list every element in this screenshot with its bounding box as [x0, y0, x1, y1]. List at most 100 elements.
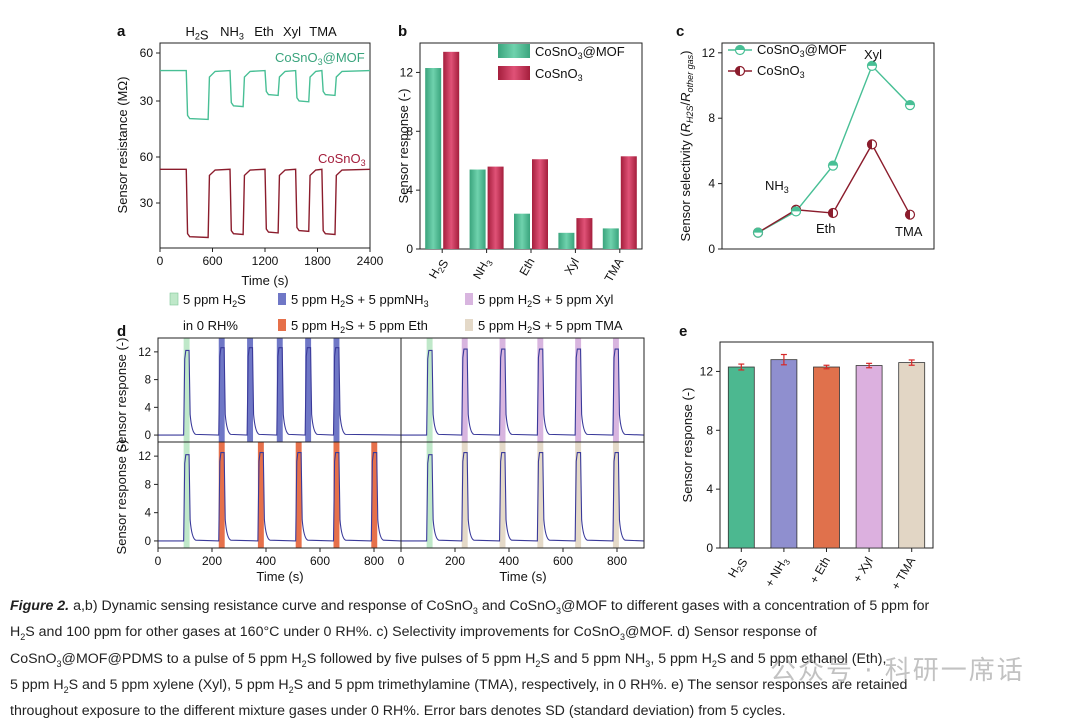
panel-a-xtick-label-0: 0: [157, 254, 164, 268]
panel-a-gas-3: Xyl: [283, 24, 301, 39]
panel-c-ylabel: Sensor selectivity (RH2S/Rother gas): [678, 51, 695, 242]
caption-line-5: throughout exposure to the different mix…: [10, 703, 786, 720]
panel-d-ytick-label-2-0: 0: [145, 536, 151, 548]
panel-a-ytick-label-bottom-0: 60: [140, 150, 154, 164]
legend-d-rh-note: in 0 RH%: [183, 318, 238, 333]
caption-line-1: Figure 2. a,b) Dynamic sensing resistanc…: [10, 596, 1070, 622]
panel-d-subplot-0: 0 4 8 12: [138, 337, 402, 443]
panel-d-band-3-3: [537, 442, 544, 548]
panel-a-xlabel: Time (s): [241, 273, 288, 288]
panel-c-point-sno-fill-Xyl: [867, 139, 872, 149]
panel-a-gas-header: H2S NH3 Eth Xyl TMA: [185, 24, 337, 42]
panel-c-point-sno-fill-Eth: [828, 208, 833, 218]
panel-e-bar-3: [855, 365, 883, 549]
panel-d-band-2-1: [218, 442, 225, 548]
panel-d-band-0-0: [183, 338, 190, 442]
panel-b-legend-swatch-mof: [498, 44, 530, 58]
caption-line-2: H2S and 100 ppm for other gases at 160°C…: [10, 624, 817, 643]
panel-b-legend-swatch-sno: [498, 66, 530, 80]
panel-a-yticks: 60 30 60 30: [140, 46, 160, 210]
legend-d-item-nh3: 5 ppm H2S + 5 ppmNH3: [291, 292, 429, 309]
panel-d: d 0 4 8 12 0 4 8 12 0 200 400 600 800 0 200 400 600 800 S…: [114, 323, 645, 584]
panel-c-legend-marker-mof-fill: [735, 45, 745, 50]
panel-e-bar-1: [770, 359, 798, 549]
panel-d-band-1-5: [612, 338, 619, 442]
panel-a-xtick-label-3: 1800: [304, 254, 331, 268]
panel-d-xlabel-right: Time (s): [499, 569, 546, 584]
panel-a-series-sno: [160, 168, 371, 239]
panel-d-band-1-3: [537, 338, 544, 442]
panel-b-xlabel-H2S: H2S: [426, 256, 451, 283]
panel-c-point-label-xyl: Xyl: [864, 47, 882, 62]
panel-b-xlabel-Eth: Eth: [516, 256, 537, 279]
caption-line-3: CoSnO3@MOF@PDMS to a pulse of 5 ppm H2S …: [10, 650, 887, 669]
legend-d-item-tma: 5 ppm H2S + 5 ppm TMA: [478, 318, 623, 335]
panel-e-ytick-label-3: 12: [700, 364, 714, 378]
panel-d-xtick-label-3-0: 0: [398, 554, 405, 568]
panel-b-bar-sno-NH3: [487, 166, 504, 249]
panel-d-ytick-label-0-0: 0: [145, 430, 151, 442]
panel-e-xlabel-0: H2S: [725, 555, 750, 582]
panel-d-letter: d: [117, 323, 126, 340]
panel-d-xtick-label-2-2: 400: [256, 554, 276, 568]
panel-a: a H2S NH3 Eth Xyl TMA 60 30 60 30 0 600 1200 1800 2…: [115, 23, 384, 288]
panel-c-point-label-tma: TMA: [895, 224, 923, 239]
panel-c: c 0 4 8 12 Sensor selectivity (RH2S/Rother …: [676, 23, 935, 256]
panel-e-ytick-label-2: 8: [706, 423, 713, 437]
panel-d-ytick-label-0-2: 8: [145, 375, 151, 387]
panel-d-ytick-label-0-3: 12: [138, 347, 151, 359]
caption-line-4: 5 ppm H2S and 5 ppm xylene (Xyl), 5 ppm …: [10, 676, 908, 695]
panel-c-ytick-label-3: 12: [702, 46, 716, 60]
panel-e-bar-4: [898, 362, 926, 549]
panel-a-gas-1: NH3: [220, 24, 244, 41]
panel-e-yticks: 0 4 8 12: [700, 364, 720, 555]
panel-b-bar-sno-Xyl: [576, 218, 593, 249]
panel-e-ytick-label-0: 0: [706, 541, 713, 555]
panel-d-subplot-3: 0 200 400 600 800: [398, 441, 645, 568]
panel-d-band-0-1: [218, 338, 225, 442]
panel-d-band-1-1: [461, 338, 468, 442]
panel-d-band-3-0: [426, 442, 433, 548]
watermark: 公众号 · 科研一席话: [770, 656, 1025, 686]
panel-e-ytick-label-1: 4: [706, 482, 713, 496]
panel-e-xlabel-1: + NH3: [762, 554, 792, 590]
panel-a-ytick-label-top-0: 60: [140, 46, 154, 60]
panel-d-legend: 5 ppm H2S 5 ppm H2S + 5 ppmNH3 5 ppm H2S…: [169, 292, 623, 335]
legend-d-swatch-nh3: [278, 293, 286, 305]
panel-d-band-1-4: [575, 338, 582, 442]
panel-e-bar-2: [813, 366, 840, 549]
panel-d-band-3-1: [461, 442, 468, 548]
panel-a-label-sno: CoSnO3: [318, 151, 366, 168]
panel-a-letter: a: [117, 23, 126, 40]
panel-d-xtick-label-2-0: 0: [155, 554, 162, 568]
panel-c-yticks: 0 4 8 12: [702, 46, 722, 256]
panel-c-point-mof-fill-NH3: [791, 206, 801, 212]
panel-c-legend-marker-sno-fill: [735, 66, 740, 76]
panel-a-xtick-label-1: 600: [202, 254, 222, 268]
panel-e-bar-0: [727, 366, 755, 549]
panel-d-band-2-0: [183, 442, 190, 548]
panel-d-xtick-label-2-4: 800: [364, 554, 384, 568]
panel-d-band-0-3: [276, 338, 283, 442]
panel-a-ytick-label-bottom-1: 30: [140, 196, 154, 210]
panel-b-legend-sno: CoSnO3: [535, 66, 583, 83]
panel-b-bar-mof-H2S: [425, 68, 442, 249]
panel-a-series-mof: [160, 69, 371, 121]
panel-a-ytick-label-top-1: 30: [140, 94, 154, 108]
panel-b-xlabel-NH3: NH3: [470, 255, 495, 282]
panel-b-yticks: 0 4 8 12: [400, 65, 420, 256]
panel-d-band-3-2: [499, 442, 506, 548]
legend-d-swatch-tma: [465, 319, 473, 331]
panel-d-band-2-5: [371, 442, 378, 548]
panel-d-band-3-4: [575, 442, 582, 548]
panel-b-ytick-label-0: 0: [406, 242, 413, 256]
panel-c-frame: [721, 42, 935, 250]
panel-b-ytick-label-3: 12: [400, 65, 414, 79]
legend-d-item-xyl: 5 ppm H2S + 5 ppm Xyl: [478, 292, 614, 309]
panel-e-xlabel-4: + TMA: [888, 555, 918, 591]
panel-e-letter: e: [679, 323, 687, 340]
panel-c-point-label-nh3: NH3: [765, 178, 789, 195]
panel-d-curve-3: [401, 452, 645, 542]
panel-d-frame-3: [400, 441, 645, 549]
